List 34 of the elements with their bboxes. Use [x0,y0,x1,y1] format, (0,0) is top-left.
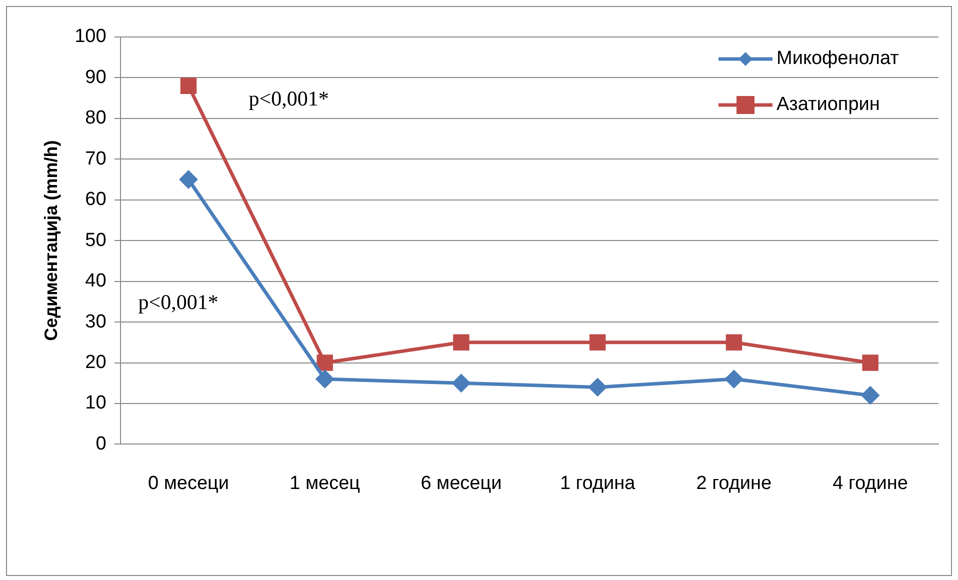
y-axis-title: Седиментација (mm/h) [40,140,61,341]
x-tick-label: 4 године [832,472,908,494]
annotation: p<0,001* [138,290,218,314]
legend-label: Азатиоприн [776,94,880,116]
point [726,334,742,351]
legend-label: Микофенолат [776,48,900,70]
point [588,378,606,396]
y-tick-label: 90 [85,66,106,88]
y-tick-label: 60 [85,189,106,210]
x-tick-label: 1 месец [290,472,360,494]
y-tick-label: 80 [85,108,106,129]
point [453,334,470,351]
point [862,354,878,371]
y-tick-label: 20 [85,352,106,373]
annotation: p<0,001* [248,86,329,111]
point [725,370,743,388]
x-tick-label: 0 месеци [148,472,230,494]
y-tick-label: 10 [85,392,106,414]
x-tick-label: 2 године [696,472,772,494]
point [452,374,470,392]
x-tick-label: 1 година [560,472,636,494]
y-tick-label: 70 [85,148,106,170]
point [316,370,334,388]
x-tick-label: 6 месеци [420,472,502,494]
y-tick-label: 50 [85,230,106,251]
point [589,334,606,351]
y-tick-label: 30 [85,311,106,332]
y-tick-label: 100 [74,26,106,48]
point [180,78,197,94]
y-tick-label: 0 [96,433,106,454]
point [862,386,880,404]
point [180,170,198,188]
point [316,354,333,371]
y-tick-label: 40 [85,270,106,292]
